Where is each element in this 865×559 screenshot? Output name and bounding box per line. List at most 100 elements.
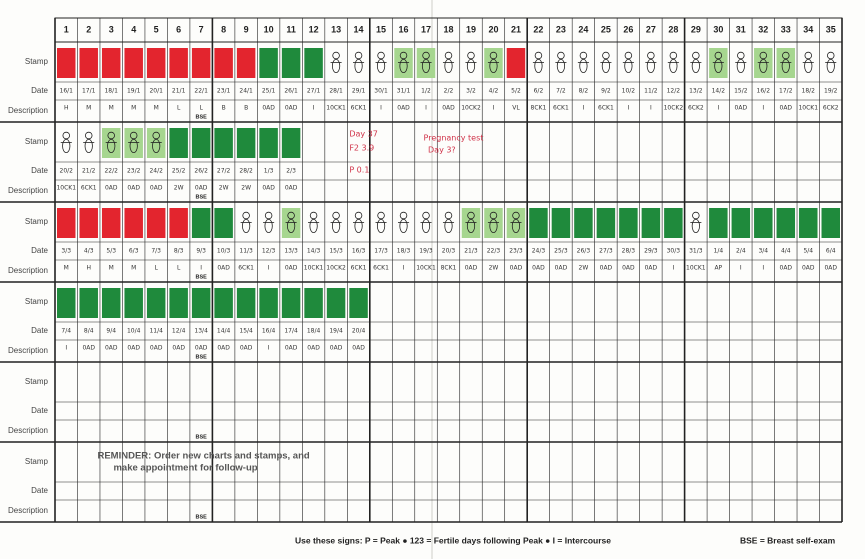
stamp: [664, 208, 683, 238]
column-number: 27: [646, 24, 656, 34]
figure-body: [152, 138, 161, 153]
stamp: [281, 128, 301, 158]
figure-body: [691, 59, 700, 74]
date: 19/2: [824, 88, 838, 95]
description: 0AD: [645, 265, 658, 272]
date: 23/3: [509, 248, 523, 255]
stamp: [259, 288, 278, 318]
date: 21/1: [172, 88, 186, 95]
description: 0AD: [802, 265, 815, 272]
column-number: 31: [736, 24, 746, 34]
description: 0AD: [352, 345, 365, 352]
stamp: [57, 208, 76, 238]
date: 22/2: [104, 168, 118, 175]
date: 25/2: [172, 168, 186, 175]
baby-stamp-figure: [802, 51, 814, 74]
handwritten-note: F2 3.9: [349, 144, 374, 153]
date: 10/4: [127, 328, 141, 335]
figure-head: [264, 211, 273, 220]
figure-body: [601, 59, 610, 74]
column-number: 13: [331, 24, 341, 34]
date: 8/4: [84, 328, 94, 335]
date: 4/3: [84, 248, 94, 255]
stamp: [146, 288, 166, 318]
description: M: [154, 105, 159, 112]
stamp: [799, 208, 818, 238]
description: M: [109, 105, 114, 112]
description: 6CK1: [553, 105, 569, 112]
description: I: [403, 265, 405, 272]
baby-stamp-figure: [375, 211, 387, 233]
row-label: Date: [31, 86, 48, 95]
description: 6CK1: [598, 105, 614, 112]
baby-stamp-figure: [532, 51, 544, 74]
column-number: 7: [199, 24, 204, 34]
column-number: 18: [443, 24, 453, 34]
stamp: [304, 288, 323, 318]
bse-mark: BSE: [196, 194, 208, 200]
description: 0AD: [622, 265, 635, 272]
stamp: [709, 208, 728, 238]
figure-body: [421, 59, 431, 74]
reminder: REMINDER: Order new charts and stamps, a…: [97, 451, 309, 462]
stamp: [574, 208, 593, 238]
figure-head: [804, 51, 812, 60]
date: 2/4: [736, 248, 746, 255]
date: 12/2: [667, 88, 681, 95]
description: 0AD: [600, 265, 613, 272]
description: 0AD: [195, 345, 208, 352]
column-number: 19: [466, 24, 476, 34]
baby-stamp-figure: [690, 51, 702, 74]
date: 11/4: [149, 328, 163, 335]
description: H: [86, 265, 91, 272]
description: M: [64, 265, 69, 272]
description: 0AD: [285, 345, 298, 352]
date: 9/2: [601, 88, 611, 95]
date: 11/3: [239, 248, 253, 255]
description: 6CK2: [688, 105, 704, 112]
stamp: [79, 48, 98, 78]
stamp: [596, 208, 616, 238]
date: 19/3: [419, 248, 433, 255]
description: 0AD: [285, 105, 298, 112]
figure-body: [466, 218, 476, 233]
figure-head: [399, 51, 408, 60]
date: 23/1: [217, 88, 231, 95]
figure-head: [422, 51, 430, 60]
baby-stamp-figure: [353, 51, 365, 74]
column-number: 20: [488, 24, 498, 34]
stamp: [169, 48, 188, 78]
date: 13/2: [689, 88, 703, 95]
description: 6CK1: [351, 265, 367, 272]
description: M: [86, 105, 91, 112]
description: L: [155, 265, 159, 272]
stamp: [101, 48, 121, 78]
description: I: [740, 265, 742, 272]
stamp: [191, 48, 211, 78]
column-number: 33: [781, 24, 791, 34]
description: I: [493, 105, 495, 112]
date: 3/4: [758, 248, 768, 255]
figure-body: [399, 59, 408, 74]
handwritten-note: Day 3?: [428, 146, 456, 155]
figure-head: [152, 131, 160, 140]
date: 5/3: [106, 248, 116, 255]
column-number: 23: [556, 24, 566, 34]
description: 10CK1: [686, 265, 706, 272]
date: 18/4: [307, 328, 321, 335]
figure-body: [646, 59, 655, 74]
figure-body: [759, 59, 768, 74]
baby-stamp-figure: [308, 211, 320, 233]
description: B: [244, 105, 248, 112]
row-label: Description: [8, 266, 48, 275]
date: 18/2: [802, 88, 816, 95]
bse-mark: BSE: [196, 354, 208, 360]
date: 2/2: [444, 88, 454, 95]
figure-head: [489, 211, 498, 220]
figure-head: [624, 51, 633, 60]
description: I: [380, 105, 382, 112]
row-label: Date: [31, 486, 48, 495]
date: 14/2: [712, 88, 726, 95]
date: 19/4: [329, 328, 343, 335]
stamp: [506, 208, 526, 238]
